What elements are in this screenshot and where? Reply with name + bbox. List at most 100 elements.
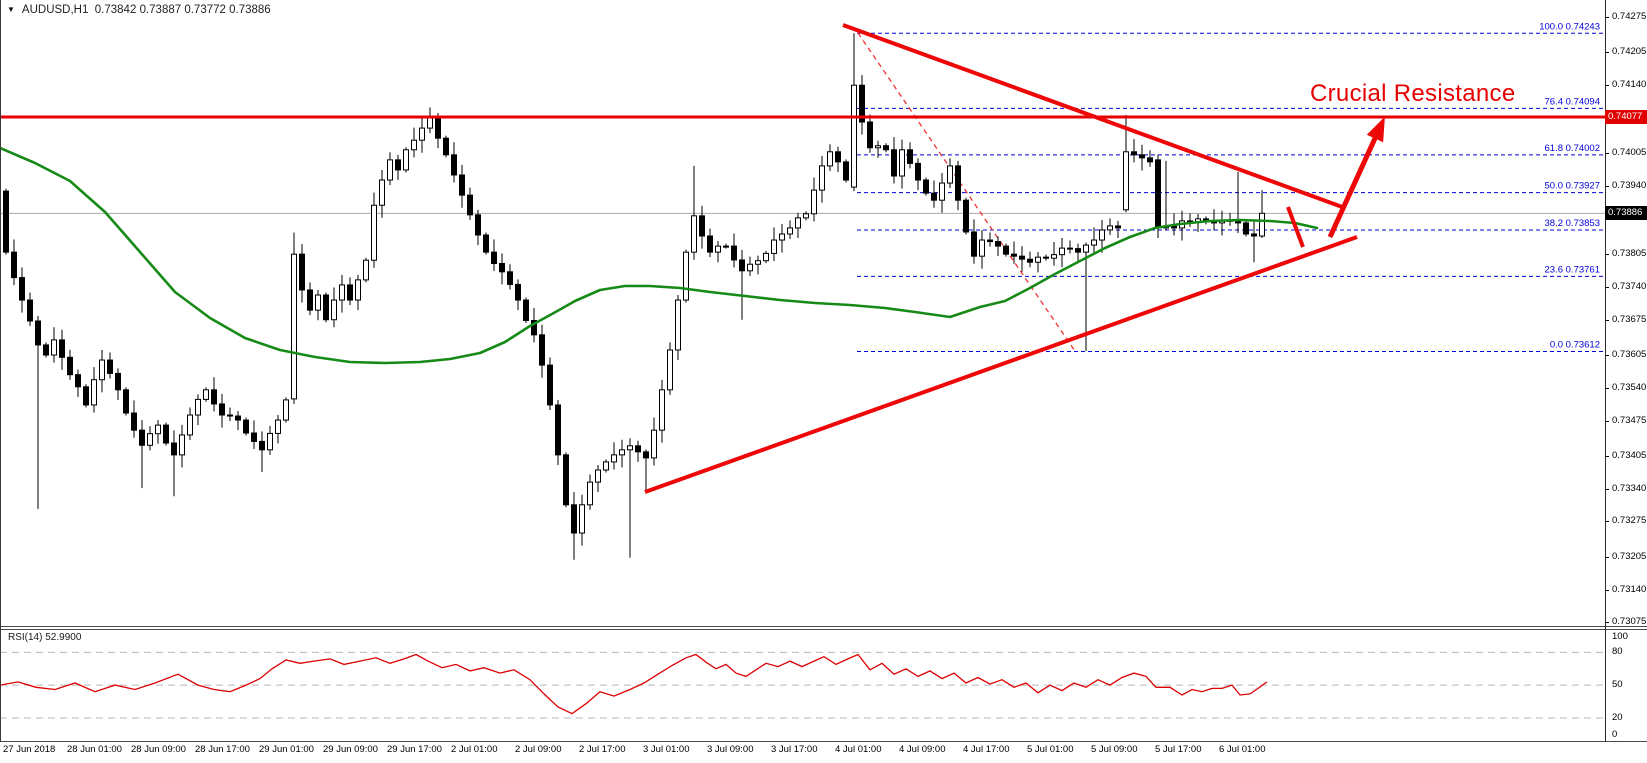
window-left-border — [0, 0, 1, 742]
price-tick-label: 0.73475 — [1612, 414, 1647, 426]
candle-body — [355, 279, 361, 301]
candle-body — [899, 149, 905, 177]
chart-symbol-timeframe: AUDUSD,H1 — [21, 4, 89, 16]
price-tick-label: 0.73140 — [1612, 583, 1647, 595]
price-tick-label: 0.74205 — [1612, 46, 1647, 58]
rsi-canvas[interactable] — [0, 630, 1605, 741]
candle-body — [35, 320, 41, 346]
candle-body — [211, 389, 217, 405]
candle-body — [419, 127, 425, 141]
candle-body — [347, 284, 353, 301]
price-axis[interactable]: 0.74275 0.74205 0.74140 0.74005 0.73940 0.738… — [1605, 0, 1647, 742]
breakout-arrow-shaft[interactable] — [1327, 121, 1385, 239]
candle-body — [1035, 256, 1041, 263]
candle-body — [1027, 258, 1033, 263]
time-label: 5 Jul 01:00 — [1027, 744, 1074, 755]
time-label: 29 Jun 01:00 — [259, 744, 314, 755]
moving-average-line[interactable] — [0, 146, 1319, 365]
candle-body — [459, 174, 465, 196]
price-axis-border — [1605, 0, 1606, 742]
time-label: 3 Jul 17:00 — [771, 744, 818, 755]
candle-body — [891, 149, 897, 177]
time-label: 27 Jun 2018 — [3, 744, 56, 755]
candle-body — [795, 217, 801, 229]
candle-body — [531, 319, 537, 336]
breakout-arrow-head[interactable] — [1366, 116, 1385, 143]
rsi-tick-label: 80 — [1612, 646, 1623, 658]
fib-level-label: 100.0 0.74243 — [1539, 21, 1600, 32]
time-label: 4 Jul 17:00 — [963, 744, 1010, 755]
candle-body — [43, 344, 49, 356]
candle-body — [315, 294, 321, 311]
price-tick-mark — [1605, 488, 1609, 490]
time-label: 28 Jun 17:00 — [195, 744, 250, 755]
candle-body — [323, 294, 329, 321]
candle-body — [243, 419, 249, 434]
candle-body — [883, 145, 889, 151]
candle-body — [67, 356, 73, 376]
candle-body — [803, 213, 809, 219]
ohlc-open: 0.73842 — [94, 4, 137, 16]
rejection-stroke[interactable] — [1286, 206, 1305, 248]
candle-body — [835, 151, 841, 163]
candle-body — [467, 194, 473, 216]
fib-level-label: 61.8 0.74002 — [1545, 143, 1600, 154]
descending-trendline[interactable] — [842, 23, 1346, 210]
candle-body — [963, 199, 969, 233]
price-tick-mark — [1605, 52, 1609, 54]
candle-body — [27, 299, 33, 322]
candle-body — [819, 165, 825, 191]
candle-body — [51, 339, 57, 356]
candle-body — [307, 289, 313, 311]
candle-body — [1251, 233, 1257, 237]
candle-body — [475, 214, 481, 236]
candle-body — [539, 334, 545, 366]
candle-body — [1139, 154, 1145, 159]
candle-body — [579, 504, 585, 534]
candle-body — [955, 165, 961, 201]
fib-diagonal-line[interactable] — [857, 32, 1076, 352]
rsi-line[interactable] — [0, 653, 1268, 715]
annotation-crucial-resistance-label[interactable]: Crucial Resistance — [1310, 80, 1516, 107]
candle-body — [291, 253, 297, 400]
fibonacci-retracement[interactable]: 100.0 0.74243 76.4 0.74094 61.8 0.74002 50.… — [857, 21, 1605, 352]
analyst-drawings[interactable] — [644, 23, 1385, 494]
candlesticks — [3, 33, 1265, 560]
time-label: 5 Jul 17:00 — [1155, 744, 1202, 755]
candle-body — [875, 145, 881, 149]
panel-separator-bottom[interactable] — [0, 629, 1647, 630]
ohlc-low: 0.73772 — [184, 4, 226, 16]
main-chart-canvas[interactable]: 100.0 0.74243 76.4 0.74094 61.8 0.74002 50.… — [0, 0, 1605, 626]
candle-body — [139, 429, 145, 446]
candle-body — [395, 159, 401, 171]
candle-body — [1107, 225, 1113, 231]
candle-body — [811, 189, 817, 215]
price-tick-label: 0.73540 — [1612, 381, 1647, 393]
candle-body — [763, 252, 769, 262]
candle-body — [651, 429, 657, 459]
candle-body — [259, 440, 265, 451]
candle-body — [1091, 239, 1097, 246]
symbol-dropdown-icon[interactable]: ▼ — [7, 5, 15, 14]
candle-body — [515, 283, 521, 301]
time-label: 3 Jul 09:00 — [707, 744, 754, 755]
time-label: 4 Jul 09:00 — [899, 744, 946, 755]
ascending-trendline[interactable] — [644, 235, 1358, 494]
candle-body — [299, 253, 305, 291]
rsi-tick-label: 0 — [1612, 729, 1618, 740]
candle-body — [227, 414, 233, 417]
panel-separator-top[interactable] — [0, 626, 1647, 627]
candle-body — [387, 159, 393, 181]
candle-body — [1123, 151, 1129, 211]
candle-body — [747, 263, 753, 272]
price-tick-label: 0.73940 — [1612, 180, 1647, 192]
candle-body — [403, 149, 409, 171]
candle-body — [603, 461, 609, 471]
candle-body — [699, 215, 705, 237]
candle-body — [723, 245, 729, 248]
chart-title: ▼ AUDUSD,H1 0.73842 0.73887 0.73772 0.738… — [7, 4, 271, 16]
candle-body — [787, 227, 793, 235]
candle-body — [979, 239, 985, 257]
candle-body — [1115, 225, 1121, 229]
